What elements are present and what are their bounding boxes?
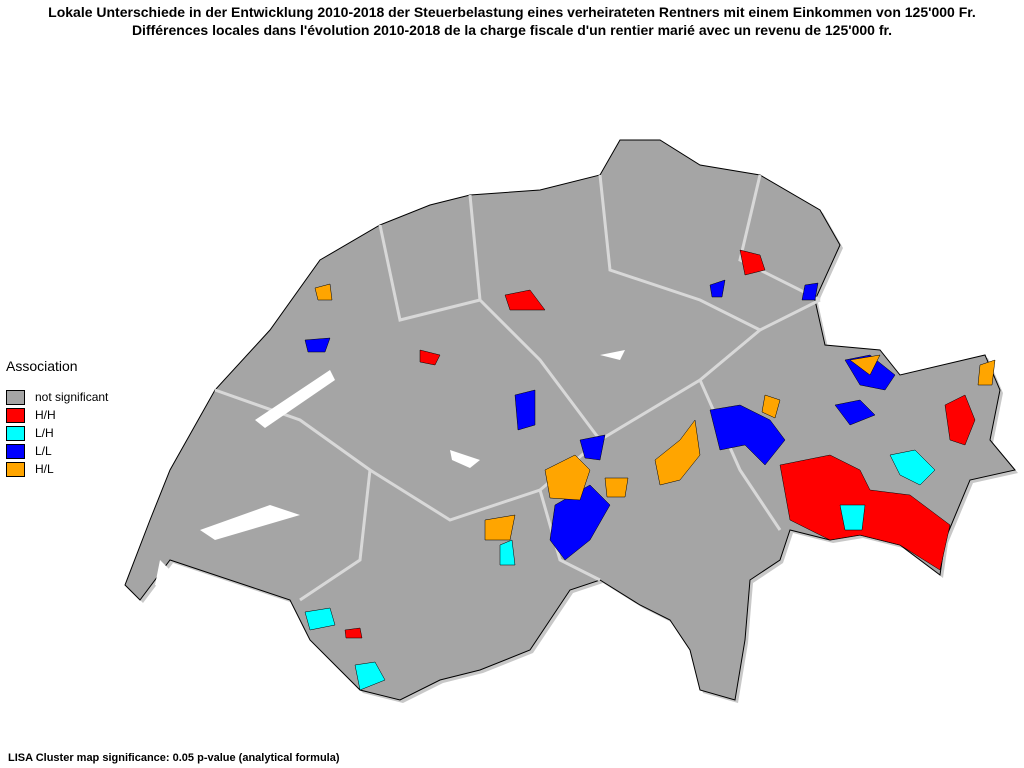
legend-swatch — [6, 461, 25, 477]
legend-item: not significant — [6, 388, 108, 406]
legend-swatch — [6, 425, 25, 441]
legend-label: not significant — [35, 390, 109, 404]
legend-swatch — [6, 407, 25, 423]
legend-title: Association — [6, 358, 78, 374]
legend-swatch — [6, 443, 25, 459]
title-de: Lokale Unterschiede in der Entwicklung 2… — [48, 4, 976, 20]
legend-label: L/H — [35, 426, 54, 440]
title-fr: Différences locales dans l'évolution 201… — [131, 22, 893, 38]
legend-item: H/H — [6, 406, 108, 424]
legend-item: L/L — [6, 442, 108, 460]
legend-label: H/H — [35, 408, 56, 422]
legend-swatch — [6, 389, 25, 405]
legend-item: L/H — [6, 424, 108, 442]
legend-item: H/L — [6, 460, 108, 478]
clusters — [304, 249, 996, 691]
legend: Association not significant H/H L/H L/L H/L — [6, 358, 108, 478]
legend-label: H/L — [35, 462, 54, 476]
switzerland — [124, 139, 1018, 703]
footer: LISA Cluster map significance: 0.05 p-va… — [8, 752, 340, 764]
legend-label: L/L — [35, 444, 52, 458]
